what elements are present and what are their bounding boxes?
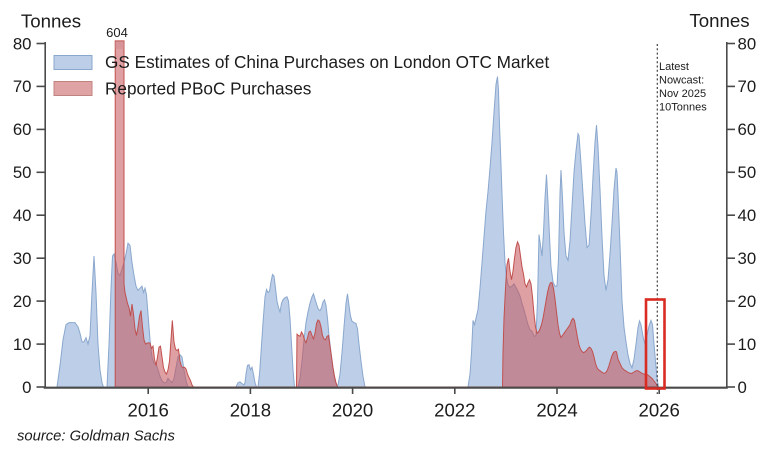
svg-text:30: 30	[738, 249, 757, 268]
svg-text:20: 20	[13, 292, 32, 311]
svg-text:80: 80	[738, 34, 757, 53]
svg-text:Reported PBoC Purchases: Reported PBoC Purchases	[105, 79, 311, 99]
svg-text:70: 70	[738, 77, 757, 96]
svg-text:60: 60	[738, 120, 757, 139]
svg-text:Tonnes: Tonnes	[21, 11, 81, 32]
svg-text:50: 50	[738, 163, 757, 182]
svg-text:Tonnes: Tonnes	[689, 10, 749, 31]
svg-text:Nowcast:: Nowcast:	[659, 75, 704, 87]
svg-text:30: 30	[13, 249, 32, 268]
svg-text:2018: 2018	[230, 399, 271, 420]
svg-text:0: 0	[738, 378, 747, 397]
svg-text:10: 10	[738, 335, 757, 354]
svg-text:2024: 2024	[536, 399, 577, 420]
svg-text:source: Goldman Sachs: source: Goldman Sachs	[17, 429, 176, 445]
svg-text:10: 10	[13, 335, 32, 354]
svg-text:GS Estimates of China Purchase: GS Estimates of China Purchases on Londo…	[105, 52, 549, 72]
svg-text:80: 80	[13, 34, 32, 53]
svg-text:10Tonnes: 10Tonnes	[659, 102, 707, 114]
svg-text:2016: 2016	[128, 399, 169, 420]
svg-text:2022: 2022	[434, 399, 475, 420]
svg-text:Latest: Latest	[659, 61, 689, 73]
svg-text:20: 20	[738, 292, 757, 311]
svg-text:40: 40	[13, 206, 32, 225]
svg-text:60: 60	[13, 120, 32, 139]
svg-text:50: 50	[13, 163, 32, 182]
svg-text:604: 604	[106, 25, 128, 40]
svg-text:Nov 2025: Nov 2025	[659, 88, 706, 100]
svg-text:0: 0	[22, 378, 31, 397]
svg-text:2026: 2026	[639, 399, 680, 420]
svg-text:2020: 2020	[332, 399, 373, 420]
svg-text:40: 40	[738, 206, 757, 225]
svg-text:70: 70	[13, 77, 32, 96]
